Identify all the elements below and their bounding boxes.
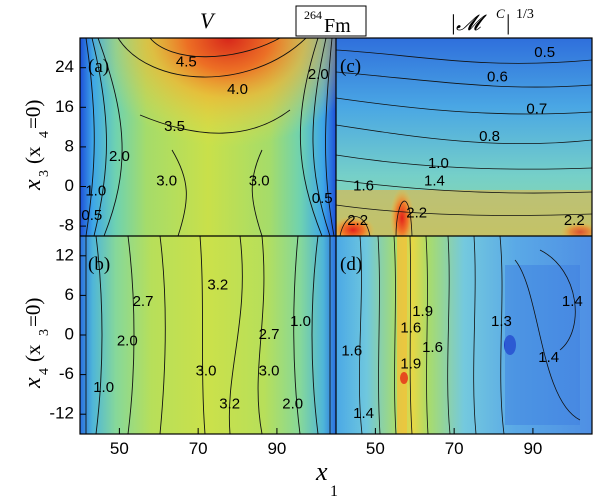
contour-label: 3.0 [196, 362, 217, 379]
panel-d-contours [359, 236, 581, 434]
title-left: V [200, 8, 216, 33]
contour-label: 1.9 [412, 303, 433, 320]
contour-label: 1.4 [562, 293, 583, 310]
contour-label: 1.6 [341, 342, 362, 359]
panel-frames [79, 37, 593, 435]
y-tick-label: 16 [55, 97, 74, 116]
y-axis-label-bottom-cond: (x [21, 344, 45, 362]
panel-label-d: (d) [340, 254, 362, 275]
contour-label: 0.8 [479, 128, 500, 145]
contour-label: 2.7 [259, 326, 280, 343]
y-axis-label-top-main: x [20, 179, 46, 191]
contour-label: 3.2 [207, 276, 228, 293]
contour-label: 3.0 [259, 362, 280, 379]
contour-label: 1.0 [85, 182, 106, 199]
y-axis-label-top: x 3 (x 4 =0) [20, 100, 52, 191]
contour-label: 3.0 [249, 173, 270, 190]
y-axis-label-bottom-main: x [20, 377, 46, 389]
x-axis-label-sub: 1 [330, 483, 338, 500]
contour-label: 2.2 [406, 205, 427, 222]
contour-label: 2.7 [133, 293, 154, 310]
contour-label: 2.2 [347, 212, 368, 229]
contour-label: 1.9 [400, 356, 421, 373]
contour-label: 1.4 [353, 405, 374, 422]
panel-label-a: (a) [88, 56, 109, 77]
contour-label: 1.0 [93, 379, 114, 396]
panel-c-heatmap [336, 38, 592, 236]
x-tick-label: 50 [366, 439, 385, 458]
axis-ticks: 24 16 8 0 -8 12 6 0 -6 -12 50 70 90 50 70 90 [49, 57, 542, 458]
y-axis-label-top-sub: 3 [37, 170, 52, 177]
contour-label: 0.6 [487, 69, 508, 86]
contour-label: 2.0 [109, 148, 130, 165]
contour-label: 3.5 [164, 118, 185, 135]
contour-label: 0.5 [534, 44, 555, 61]
title-right-main: |𝓜 [450, 10, 487, 35]
y-tick-label: -6 [59, 364, 74, 383]
y-tick-label: 12 [55, 245, 74, 264]
contour-label: 0.5 [312, 190, 333, 207]
title-center-box [295, 5, 367, 37]
title-right-bar: | [506, 10, 510, 35]
contour-label: 3.2 [219, 395, 240, 412]
contour-label: 4.0 [227, 81, 248, 98]
title-right-exp: 1/3 [516, 7, 534, 22]
contour-label: 1.6 [422, 339, 443, 356]
contour-label: 1.3 [491, 313, 512, 330]
y-axis-label-top-cond-end: =0) [21, 100, 45, 129]
x-axis-label-main: x [315, 457, 328, 486]
contour-label: 2.0 [282, 395, 303, 412]
y-tick-label: 0 [65, 324, 74, 343]
y-axis-label-top-cond: (x [21, 146, 45, 164]
x-tick-label: 90 [523, 439, 542, 458]
contour-label: 3.0 [156, 173, 177, 190]
y-axis-label-bottom-sub: 4 [37, 368, 52, 375]
contour-label: 1.6 [353, 177, 374, 194]
y-axis-label-bottom-cond-sub: 3 [37, 329, 52, 336]
y-axis-label-bottom: x 4 (x 3 =0) [20, 298, 52, 389]
contour-label: 2.0 [308, 66, 329, 83]
contour-label: 1.4 [538, 349, 559, 366]
contour-label: 0.5 [81, 207, 102, 224]
panel-label-b: (b) [88, 254, 110, 275]
y-tick-label: 24 [55, 57, 74, 76]
contour-label: 4.5 [176, 54, 197, 71]
contour-label: 1.4 [424, 173, 445, 190]
x-tick-label: 70 [445, 439, 464, 458]
title-center-element: Fm [324, 15, 351, 37]
x-tick-label: 70 [189, 439, 208, 458]
x-tick-label: 50 [110, 439, 129, 458]
y-axis-label-bottom-cond-end: =0) [21, 298, 45, 327]
y-axis-label-top-cond-sub: 4 [37, 131, 52, 138]
y-tick-label: -8 [59, 216, 74, 235]
panel-c-contours [336, 49, 592, 236]
panel-a-contours [85, 38, 335, 236]
contour-label: 1.6 [400, 319, 421, 336]
title-right-sup-c: C [496, 6, 505, 21]
contour-label: 1.0 [428, 155, 449, 172]
y-tick-label: 0 [65, 176, 74, 195]
y-tick-label: 8 [65, 136, 74, 155]
title-center-mass: 264 [304, 8, 322, 22]
contour-label: 2.0 [117, 333, 138, 350]
contour-label: 1.0 [290, 313, 311, 330]
panel-label-c: (c) [340, 56, 361, 77]
panel-b-contours [85, 236, 331, 434]
contour-labels: 4.54.03.52.02.03.0 3.01.0 0.50.50.50.60.70… [81, 44, 584, 422]
panel-d-heatmap [336, 236, 592, 434]
contour-label: 0.7 [526, 101, 547, 118]
y-tick-label: 6 [65, 285, 74, 304]
contour-label: 2.2 [564, 212, 585, 229]
x-tick-label: 90 [267, 439, 286, 458]
y-tick-label: -12 [49, 404, 74, 423]
panel-a-heatmap [80, 38, 336, 236]
